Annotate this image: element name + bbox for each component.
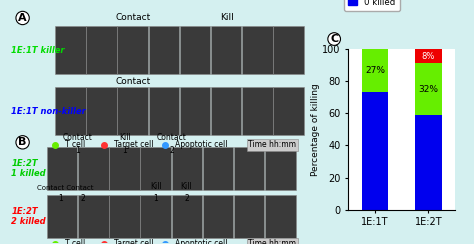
- Text: 27%: 27%: [365, 66, 385, 75]
- Text: 1: 1: [75, 146, 80, 155]
- Text: Target cell: Target cell: [113, 140, 153, 149]
- Text: 1E:2T
1 killed: 1E:2T 1 killed: [11, 159, 46, 178]
- FancyBboxPatch shape: [148, 87, 179, 135]
- FancyBboxPatch shape: [203, 195, 233, 238]
- Text: T cell: T cell: [65, 140, 85, 149]
- FancyBboxPatch shape: [55, 87, 86, 135]
- FancyBboxPatch shape: [118, 87, 148, 135]
- FancyBboxPatch shape: [211, 26, 241, 74]
- Text: 32%: 32%: [419, 85, 438, 93]
- Text: Kill: Kill: [150, 182, 162, 191]
- FancyBboxPatch shape: [265, 195, 296, 238]
- FancyBboxPatch shape: [203, 147, 233, 190]
- FancyBboxPatch shape: [180, 87, 210, 135]
- FancyBboxPatch shape: [78, 195, 109, 238]
- FancyBboxPatch shape: [140, 195, 171, 238]
- Bar: [415, 63, 442, 115]
- FancyBboxPatch shape: [78, 147, 109, 190]
- Text: Contact: Contact: [115, 77, 151, 86]
- FancyBboxPatch shape: [109, 147, 140, 190]
- Bar: [362, 49, 388, 92]
- FancyBboxPatch shape: [148, 26, 179, 74]
- Text: T cell: T cell: [65, 239, 85, 244]
- Text: Apoptotic cell: Apoptotic cell: [175, 239, 228, 244]
- Text: 1E:2T
2 killed: 1E:2T 2 killed: [11, 207, 46, 226]
- FancyBboxPatch shape: [47, 147, 77, 190]
- FancyBboxPatch shape: [273, 26, 304, 74]
- Bar: [415, 49, 442, 63]
- FancyBboxPatch shape: [172, 147, 202, 190]
- Text: Kill: Kill: [220, 13, 234, 22]
- FancyBboxPatch shape: [86, 26, 117, 74]
- Text: Kill: Kill: [181, 182, 192, 191]
- Text: Contact Contact: Contact Contact: [36, 185, 93, 191]
- Text: 1: 1: [122, 146, 127, 155]
- Text: 2: 2: [184, 194, 189, 203]
- Legend: 2 killed, 1 killed, 0 killed: 2 killed, 1 killed, 0 killed: [344, 0, 400, 11]
- FancyBboxPatch shape: [242, 87, 273, 135]
- Text: Contact: Contact: [63, 133, 93, 142]
- FancyBboxPatch shape: [273, 87, 304, 135]
- Text: Target cell: Target cell: [113, 239, 153, 244]
- Text: 2: 2: [170, 146, 174, 155]
- Text: 2: 2: [80, 194, 85, 203]
- FancyBboxPatch shape: [211, 87, 241, 135]
- FancyBboxPatch shape: [234, 147, 264, 190]
- FancyBboxPatch shape: [265, 147, 296, 190]
- Text: Apoptotic cell: Apoptotic cell: [175, 140, 228, 149]
- FancyBboxPatch shape: [118, 26, 148, 74]
- FancyBboxPatch shape: [234, 195, 264, 238]
- FancyBboxPatch shape: [47, 195, 77, 238]
- Y-axis label: Percentage of killing: Percentage of killing: [310, 83, 319, 176]
- FancyBboxPatch shape: [109, 195, 140, 238]
- FancyBboxPatch shape: [140, 147, 171, 190]
- Text: B: B: [18, 137, 27, 147]
- Text: Time hh:mm: Time hh:mm: [248, 140, 296, 149]
- Bar: [362, 92, 388, 210]
- Text: Contact: Contact: [115, 13, 151, 22]
- FancyBboxPatch shape: [180, 26, 210, 74]
- FancyBboxPatch shape: [172, 195, 202, 238]
- Bar: [415, 115, 442, 210]
- Text: 1E:1T non-killer: 1E:1T non-killer: [11, 107, 86, 116]
- FancyBboxPatch shape: [86, 87, 117, 135]
- Text: C: C: [330, 34, 338, 44]
- Text: Time hh:mm: Time hh:mm: [248, 239, 296, 244]
- Text: 1E:1T killer: 1E:1T killer: [11, 46, 65, 55]
- Text: 8%: 8%: [422, 51, 435, 61]
- FancyBboxPatch shape: [55, 26, 86, 74]
- Text: A: A: [18, 13, 27, 23]
- Text: Kill: Kill: [119, 133, 131, 142]
- Text: 1: 1: [154, 194, 158, 203]
- FancyBboxPatch shape: [242, 26, 273, 74]
- Text: 1: 1: [58, 194, 63, 203]
- Text: Contact: Contact: [157, 133, 187, 142]
